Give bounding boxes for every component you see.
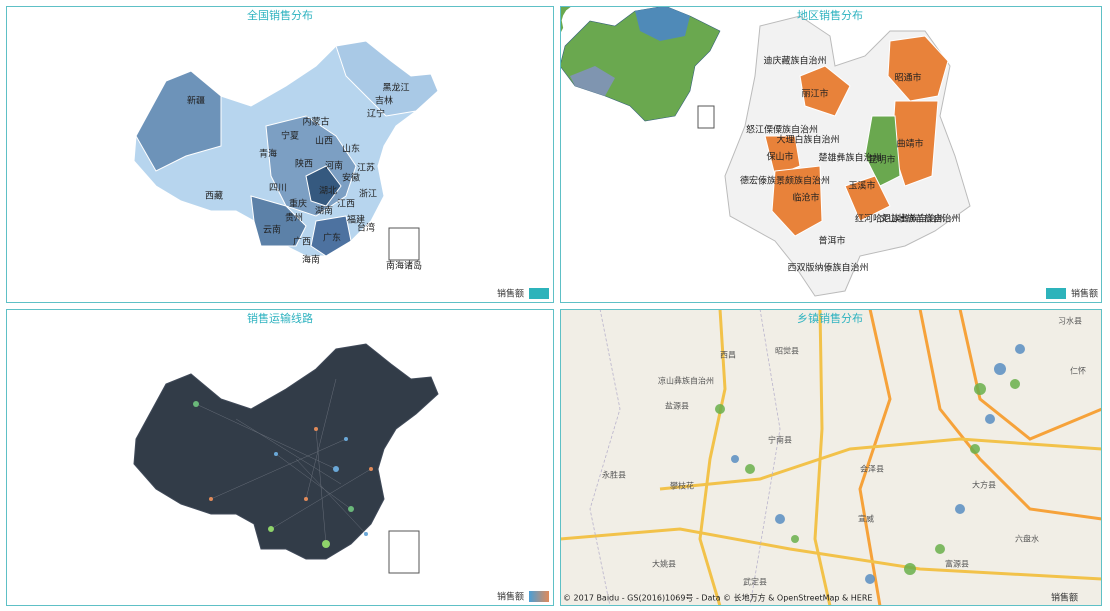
region-label: 广西 bbox=[293, 236, 311, 248]
region-label: 普洱市 bbox=[818, 235, 845, 247]
region-label: 海南 bbox=[302, 254, 320, 266]
place-label: 大方县 bbox=[972, 480, 996, 490]
region-label: 迪庆藏族自治州 bbox=[763, 55, 826, 67]
region-label: 辽宁 bbox=[367, 108, 385, 120]
panel-title: 地区销售分布 bbox=[797, 8, 863, 22]
place-label: 西昌 bbox=[720, 351, 736, 360]
region-label: 楚雄彝族自治州 bbox=[818, 152, 881, 164]
region-label: 广东 bbox=[323, 232, 341, 244]
region-label: 湖南 bbox=[315, 205, 333, 217]
panel-routes: 销售运输线路 销售额 bbox=[133, 311, 549, 603]
region-label: 台湾 bbox=[357, 222, 375, 234]
place-label: 大姚县 bbox=[652, 559, 676, 569]
region-label: 西双版纳傣族自治州 bbox=[787, 262, 868, 274]
region-label: 吉林 bbox=[375, 95, 393, 107]
region-label: 河南 bbox=[325, 160, 343, 172]
region-label: 红河哈尼族彝族自治州 bbox=[855, 213, 945, 225]
legend-label: 销售额 bbox=[497, 591, 524, 603]
panel-title: 全国销售分布 bbox=[247, 8, 313, 22]
region-label: 浙江 bbox=[359, 188, 377, 200]
panel-title: 乡镇销售分布 bbox=[797, 311, 863, 325]
region-label: 湖北 bbox=[319, 186, 337, 197]
panel-frame bbox=[6, 309, 554, 606]
panel-frame bbox=[560, 6, 1102, 303]
region-label: 山西 bbox=[315, 136, 333, 147]
region-label: 江苏 bbox=[357, 162, 375, 174]
region-label: 昆明市 bbox=[868, 154, 895, 166]
region-label: 曲靖市 bbox=[896, 138, 923, 150]
region-label: 西藏 bbox=[205, 190, 223, 202]
place-label: 六盘水 bbox=[1015, 534, 1039, 544]
legend-label: 销售额 bbox=[497, 288, 524, 300]
legend-swatch bbox=[529, 288, 549, 299]
region-label: 安徽 bbox=[342, 172, 360, 184]
place-label: 会泽县 bbox=[860, 464, 884, 474]
region-label: 保山市 bbox=[766, 151, 793, 163]
region-label: 宁夏 bbox=[281, 130, 299, 142]
map-attribution: © 2017 Baidu - GS(2016)1069号 - Data © 长地… bbox=[563, 593, 872, 603]
place-label: 武定县 bbox=[743, 577, 767, 587]
region-label: 青海 bbox=[259, 148, 277, 160]
panel-title: 销售运输线路 bbox=[247, 311, 313, 325]
region-label: 四川 bbox=[269, 184, 287, 194]
legend-swatch bbox=[529, 591, 549, 602]
panel-frame bbox=[560, 309, 1102, 606]
region-label: 山东 bbox=[342, 143, 360, 155]
region-label: 怒江傈僳族自治州 bbox=[746, 124, 818, 136]
panel-frame bbox=[6, 6, 554, 303]
legend-label: 销售额 bbox=[1071, 288, 1098, 300]
region-label: 贵州 bbox=[285, 212, 303, 224]
legend-label: 销售额 bbox=[1051, 592, 1078, 604]
region-label: 丽江市 bbox=[801, 88, 828, 100]
place-label: 永胜县 bbox=[602, 470, 626, 480]
place-label: 攀枝花 bbox=[670, 481, 694, 491]
region-label: 陕西 bbox=[295, 158, 313, 170]
china-map bbox=[133, 343, 439, 560]
region-label: 江西 bbox=[337, 199, 355, 210]
place-label: 宁南县 bbox=[768, 435, 792, 445]
panel-towns: 西昌 昭觉县 凉山彝族自治州 盐源县 宁南县 永胜县 攀枝花 大姚县 武定县 会… bbox=[560, 309, 1102, 606]
region-label: 大理白族自治州 bbox=[776, 134, 839, 146]
place-label: 富源县 bbox=[945, 559, 969, 569]
region-label: 新疆 bbox=[187, 95, 205, 107]
region-label: 玉溪市 bbox=[848, 180, 875, 192]
place-label: 凉山彝族自治州 bbox=[658, 376, 714, 386]
region-label: 德宏傣族景颇族自治州 bbox=[740, 175, 830, 187]
region-label: 内蒙古 bbox=[302, 116, 329, 128]
region-label: 云南 bbox=[263, 224, 281, 236]
place-label: 盐源县 bbox=[665, 401, 689, 411]
legend-swatch bbox=[1046, 288, 1066, 299]
place-label: 仁怀 bbox=[1070, 366, 1086, 376]
panel-national: 新疆 西藏 青海 内蒙古 黑龙江 吉林 辽宁 宁夏 山西 山东 陕西 河南 四川… bbox=[133, 8, 549, 300]
region-label: 福建 bbox=[347, 214, 365, 226]
place-label: 习水县 bbox=[1058, 316, 1082, 326]
region-label: 南海诸岛 bbox=[386, 260, 422, 272]
region-label: 临沧市 bbox=[792, 192, 819, 204]
region-label: 昭通市 bbox=[894, 72, 921, 84]
region-label: 文山壮族苗族自治州 bbox=[879, 213, 960, 225]
place-label: 昭觉县 bbox=[775, 346, 799, 356]
panel-region: 迪庆藏族自治州 丽江市 昭通市 怒江傈僳族自治州 大理白族自治州 保山市 楚雄彝… bbox=[560, 6, 1098, 300]
place-label: 宣威 bbox=[858, 514, 874, 524]
region-label: 黑龙江 bbox=[382, 82, 409, 94]
region-label: 重庆 bbox=[289, 198, 307, 210]
